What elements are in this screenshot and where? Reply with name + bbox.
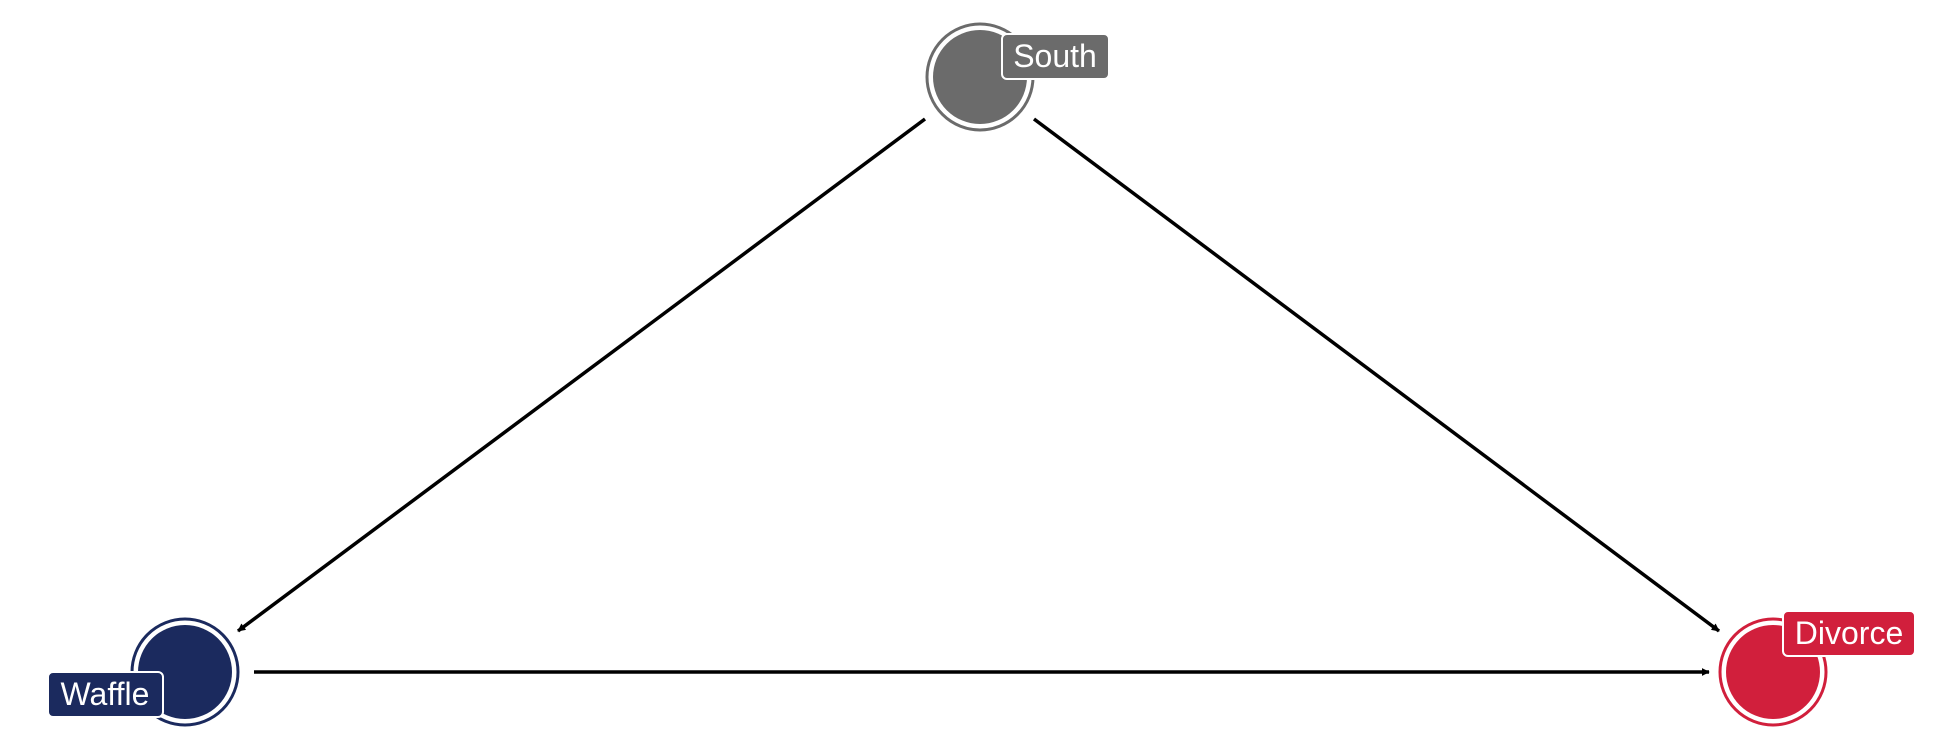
node-waffle-label-text: Waffle bbox=[61, 676, 150, 712]
node-waffle-label: Waffle bbox=[47, 671, 164, 718]
node-waffle-label-box bbox=[47, 671, 164, 718]
node-south-label-text: South bbox=[1013, 38, 1097, 74]
node-waffle: Waffle bbox=[47, 617, 240, 727]
edge-south-to-waffle bbox=[236, 117, 927, 633]
node-divorce-label-box bbox=[1782, 610, 1916, 657]
edge-south-to-divorce bbox=[1032, 117, 1721, 633]
node-divorce: Divorce bbox=[1718, 610, 1916, 727]
node-divorce-label-text: Divorce bbox=[1795, 615, 1903, 651]
node-south-label-box bbox=[1001, 33, 1110, 80]
node-divorce-label: Divorce bbox=[1782, 610, 1916, 657]
edges bbox=[236, 117, 1721, 676]
node-south: South bbox=[925, 22, 1110, 132]
node-south-label: South bbox=[1001, 33, 1110, 80]
